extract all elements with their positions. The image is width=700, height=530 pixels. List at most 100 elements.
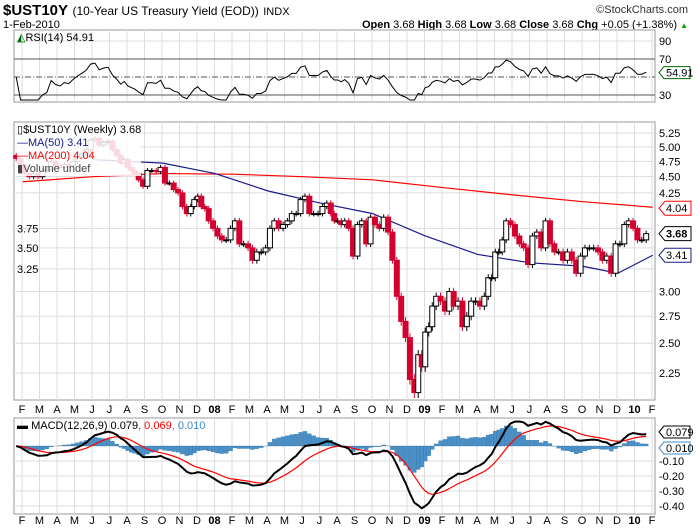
candle-body	[288, 213, 295, 222]
month-label: O	[158, 404, 167, 416]
candle	[437, 292, 444, 306]
month-label: D	[403, 515, 411, 527]
macd-histogram-bar	[62, 444, 67, 447]
macd-histogram-bar	[521, 435, 526, 447]
candle-body	[612, 243, 619, 274]
month-label: 09	[418, 404, 430, 416]
month-label: A	[473, 404, 481, 416]
macd-histogram-bar	[241, 445, 246, 449]
macd-histogram-bar	[272, 438, 277, 447]
macd-tag	[658, 425, 691, 439]
month-label: S	[351, 404, 358, 416]
month-label: D	[193, 404, 201, 416]
price-tick: 5.25	[659, 128, 680, 140]
candle	[507, 217, 514, 228]
month-label: 08	[208, 404, 220, 416]
candle	[385, 214, 392, 236]
candle	[280, 221, 287, 232]
macd-histogram-bar	[600, 445, 605, 450]
month-label: M	[35, 404, 44, 416]
macd-histogram-bar	[530, 440, 535, 447]
macd-tick: -0.20	[659, 471, 684, 483]
candle-body	[179, 192, 186, 208]
month-label: A	[543, 515, 551, 527]
month-label: M	[70, 404, 79, 416]
month-label: J	[107, 515, 113, 527]
rsi-icon: ◭	[17, 32, 26, 44]
macd-histogram-bar	[482, 436, 487, 447]
candle	[218, 232, 225, 244]
candle	[643, 230, 650, 244]
macd-histogram-bar	[228, 445, 233, 452]
candle	[288, 210, 295, 224]
macd-histogram-bar	[311, 435, 316, 447]
ma200-tag	[658, 200, 692, 216]
candle-body	[262, 247, 269, 253]
candle-body	[463, 315, 470, 328]
candle	[170, 180, 177, 193]
ma50-line	[92, 158, 654, 274]
candle	[354, 221, 361, 260]
candle-body	[520, 243, 527, 249]
month-label: M	[245, 404, 254, 416]
macd-histogram-bar	[442, 439, 448, 447]
macd-histogram-bar	[254, 445, 259, 449]
month-label: A	[333, 515, 341, 527]
price-tick: 2.25	[659, 368, 680, 380]
candle	[201, 203, 208, 212]
candle	[429, 302, 436, 331]
macd-histogram-bar	[504, 425, 509, 447]
month-label: S	[351, 515, 358, 527]
macd-histogram-bar	[224, 445, 229, 454]
candle-body	[170, 182, 177, 191]
macd-hist-tag	[658, 441, 691, 455]
legend-ma200: —MA(200) 4.04	[17, 150, 95, 162]
price-tick: 2.50	[659, 338, 680, 350]
macd-histogram-bar	[609, 445, 614, 452]
macd-histogram-bar	[512, 428, 518, 447]
macd-histogram-bar	[644, 443, 649, 447]
month-label: J	[509, 404, 515, 416]
macd-histogram-bar	[426, 445, 431, 456]
macd-histogram-bar	[626, 440, 631, 447]
candle	[175, 186, 182, 196]
candle	[481, 292, 488, 311]
macd-histogram-bar	[149, 445, 154, 453]
ma200-tag-text: 4.04	[666, 203, 687, 215]
candle	[198, 193, 205, 210]
macd-histogram-bar	[302, 431, 308, 447]
candle-body	[175, 189, 182, 194]
macd-histogram-bar	[307, 433, 312, 447]
macd-histogram-bar	[399, 445, 404, 462]
macd-histogram-bar	[547, 443, 553, 447]
macd-histogram-bar	[180, 445, 185, 455]
candle-body	[236, 220, 243, 245]
macd-histogram-bar	[70, 443, 76, 447]
macd-histogram-bar	[438, 440, 443, 447]
month-label: F	[439, 515, 446, 527]
month-label: A	[123, 515, 131, 527]
candle	[371, 214, 378, 228]
candle-body	[429, 305, 436, 328]
month-label: M	[280, 515, 289, 527]
month-label: D	[403, 404, 411, 416]
macd-histogram-bar	[403, 445, 408, 466]
month-label: J	[509, 515, 515, 527]
candle-body	[345, 220, 352, 229]
candle-body	[280, 224, 287, 229]
rsi-tick: 30	[659, 90, 671, 102]
macd-histogram-bar	[92, 437, 98, 447]
price-tick: 3.25	[17, 264, 38, 276]
macd-histogram-bar	[630, 440, 636, 447]
candle-body	[616, 243, 623, 246]
candle-body	[499, 239, 506, 253]
macd-histogram-bar	[232, 445, 238, 449]
candle-body	[511, 224, 518, 237]
candle	[406, 333, 413, 385]
month-label: D	[613, 515, 621, 527]
candle	[551, 240, 558, 256]
macd-histogram-bar	[372, 445, 378, 447]
macd-histogram-bar	[591, 445, 596, 449]
month-label: N	[386, 515, 394, 527]
